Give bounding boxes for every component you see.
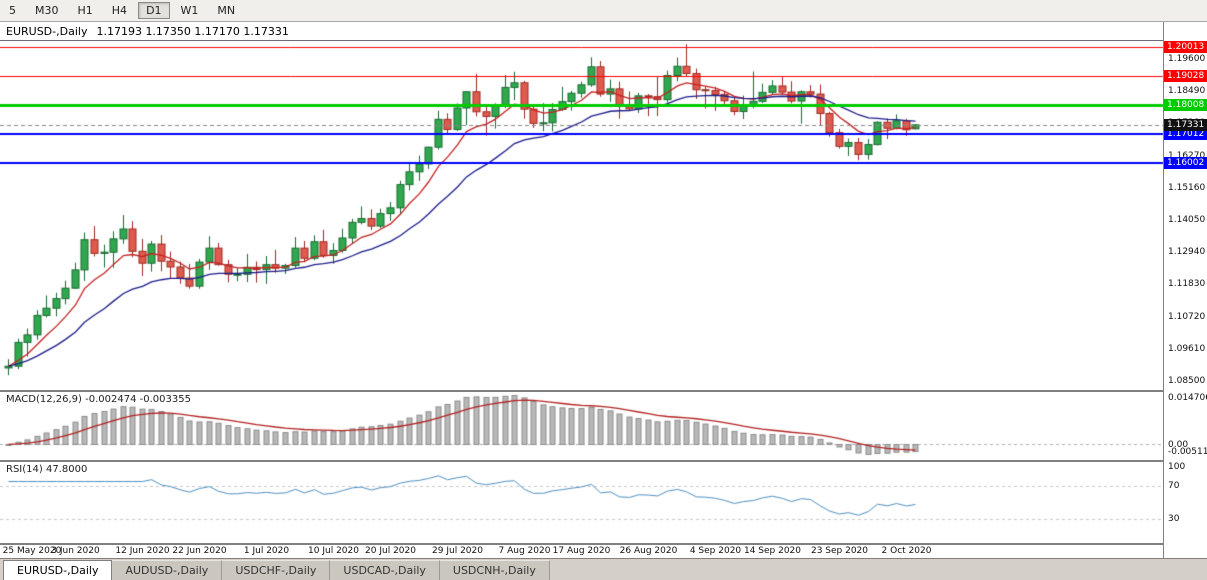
price-level-badge: 1.19028 [1164, 69, 1207, 82]
price-tick-label: 1.12940 [1168, 247, 1206, 258]
timeframe-button-mn[interactable]: MN [217, 4, 236, 17]
macd-indicator-label: MACD(12,26,9) -0.002474 -0.003355 [6, 394, 191, 405]
date-tick-label: 2 Oct 2020 [881, 546, 932, 556]
macd-axis-label: 0.00 [1168, 439, 1189, 450]
price-tick-label: 1.14050 [1168, 214, 1206, 225]
time-axis[interactable]: 25 May 2020 3 Jun 2020 12 Jun 2020 22 Jun 2… [0, 545, 1163, 558]
price-tick-label: 1.19600 [1168, 53, 1206, 64]
timeframe-button-d1[interactable]: D1 [138, 2, 170, 19]
date-tick-label: 22 Jun 2020 [172, 546, 227, 556]
price-tick-label: 1.11830 [1168, 279, 1206, 290]
price-level-badge: 1.18008 [1164, 99, 1207, 112]
date-tick-label: 3 Jun 2020 [51, 546, 100, 556]
chart-tab-audusd[interactable]: AUDUSD-,Daily [112, 560, 223, 580]
price-tick-label: 1.15160 [1168, 182, 1206, 193]
price-level-badge: 1.16002 [1164, 157, 1207, 170]
chart-tab-usdcnh[interactable]: USDCNH-,Daily [439, 560, 550, 580]
timeframe-toolbar: 5 M30 H1 H4 D1 W1 MN [0, 0, 1207, 22]
date-tick-label: 20 Jul 2020 [365, 546, 416, 556]
date-tick-label: 26 Aug 2020 [619, 546, 678, 556]
rsi-axis-label: 70 [1168, 481, 1180, 492]
price-tick-label: 1.18490 [1168, 86, 1206, 97]
timeframe-button-w1[interactable]: W1 [180, 4, 199, 17]
timeframe-button-m30[interactable]: M30 [35, 4, 59, 17]
price-tick-label: 1.10720 [1168, 311, 1206, 322]
rsi-indicator-label: RSI(14) 47.8000 [6, 464, 88, 475]
chart-tab-usdcad[interactable]: USDCAD-,Daily [330, 560, 440, 580]
date-tick-label: 23 Sep 2020 [810, 546, 869, 556]
rsi-axis-label: 30 [1168, 513, 1180, 524]
price-tick-label: 1.16270 [1168, 150, 1206, 161]
date-tick-label: 17 Aug 2020 [552, 546, 611, 556]
current-price-badge: 1.17331 [1164, 118, 1207, 131]
price-tick-label: 1.09610 [1168, 343, 1206, 354]
date-tick-label: 14 Sep 2020 [743, 546, 802, 556]
timeframe-button-5[interactable]: 5 [9, 4, 16, 17]
chart-tab-usdchf[interactable]: USDCHF-,Daily [222, 560, 331, 580]
chart-title: EURUSD-,Daily 1.17193 1.17350 1.17170 1.… [0, 23, 1163, 41]
panel-separator-macd[interactable] [0, 390, 1207, 392]
price-level-badge: 1.17012 [1164, 128, 1207, 141]
date-tick-label: 12 Jun 2020 [115, 546, 170, 556]
price-level-badge: 1.20013 [1164, 41, 1207, 53]
panel-separator-rsi[interactable] [0, 460, 1207, 462]
price-axis[interactable]: 1.196001.184901.173801.162701.151601.140… [1163, 22, 1207, 558]
date-tick-label: 29 Jul 2020 [432, 546, 483, 556]
symbol-period-label: EURUSD-,Daily [6, 25, 88, 38]
panel-separator-timeaxis [0, 543, 1207, 545]
chart-tab-eurusd[interactable]: EURUSD-,Daily [3, 560, 113, 580]
date-tick-label: 4 Sep 2020 [689, 546, 742, 556]
date-tick-label: 1 Jul 2020 [243, 546, 290, 556]
rsi-axis-label: 100 [1168, 462, 1186, 472]
price-tick-label: 1.08500 [1168, 376, 1206, 386]
macd-axis-label: 0.014706 [1168, 393, 1207, 403]
chart-tab-bar: EURUSD-,Daily AUDUSD-,Daily USDCHF-,Daily U… [0, 558, 1207, 580]
ohlc-values: 1.17193 1.17350 1.17170 1.17331 [96, 25, 289, 38]
timeframe-button-h4[interactable]: H4 [111, 4, 128, 17]
macd-axis-label: -0.005113 [1168, 447, 1207, 457]
date-tick-label: 10 Jul 2020 [308, 546, 359, 556]
date-tick-label: 25 May 2020 [2, 546, 62, 556]
date-tick-label: 7 Aug 2020 [498, 546, 551, 556]
timeframe-button-h1[interactable]: H1 [77, 4, 93, 17]
